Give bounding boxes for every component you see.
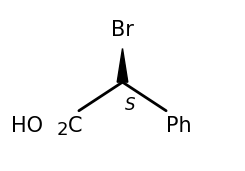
Text: C: C	[68, 116, 83, 136]
Text: Br: Br	[111, 20, 134, 40]
Text: S: S	[125, 96, 135, 114]
Text: HO: HO	[11, 116, 43, 136]
Polygon shape	[117, 49, 128, 82]
Text: 2: 2	[57, 121, 69, 139]
Text: Ph: Ph	[166, 116, 192, 136]
